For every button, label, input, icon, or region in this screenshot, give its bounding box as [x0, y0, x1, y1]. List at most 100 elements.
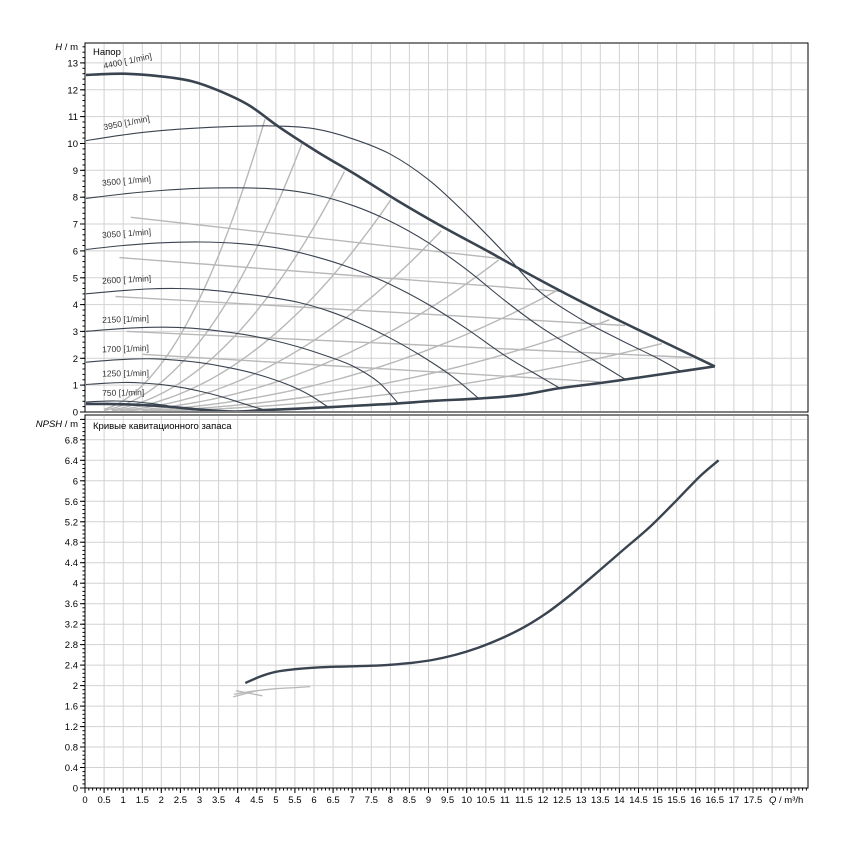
panel-borders: [84, 42, 809, 789]
q-tick-label: 2: [159, 795, 164, 806]
h-tick-label: 2: [73, 354, 78, 365]
q-tick-label: 4: [235, 795, 240, 806]
h-tick-label: 4: [73, 300, 78, 311]
q-tick-label: 0.5: [97, 795, 110, 806]
npsh-tick-label: 5.2: [65, 517, 78, 528]
q-tick-label: 12.5: [553, 795, 572, 806]
npsh-tick-label: 1.2: [65, 722, 78, 733]
q-tick-label: 11: [500, 795, 510, 806]
h-tick-label: 5: [73, 273, 78, 284]
npsh-curves: [232, 459, 720, 698]
q-tick-label: 8.5: [403, 795, 416, 806]
q-tick-label: 10: [461, 795, 472, 806]
npsh-tick-label: 6.4: [65, 456, 78, 467]
q-tick-label: 6: [311, 795, 316, 806]
npsh-tick-label: 0.8: [65, 743, 78, 754]
q-tick-label: 2.5: [174, 795, 187, 806]
h-tick-label: 12: [67, 85, 78, 96]
curve-gray-scribble-2: [235, 690, 263, 697]
q-tick-label: 13.5: [591, 795, 610, 806]
q-tick-label: 14: [614, 795, 625, 806]
npsh-tick-label: 0.4: [65, 763, 78, 774]
h-tick-label: 3: [73, 327, 78, 338]
q-tick-label: 3: [197, 795, 202, 806]
q-tick-label: 4.5: [250, 795, 263, 806]
guide-line-rising: [103, 119, 266, 411]
h-tick-label: 9: [73, 166, 78, 177]
curve-npsh-curve: [244, 459, 720, 685]
q-tick-label: 6.5: [326, 795, 339, 806]
npsh-tick-label: 2: [73, 681, 78, 692]
grid-lines: [86, 44, 807, 787]
npsh-tick-label: 2.8: [65, 640, 78, 651]
guide-line-rising: [103, 143, 303, 411]
curve-3500-1-min-: [86, 187, 626, 380]
curve-3050-1-min-: [86, 241, 561, 389]
guide-line-rising: [126, 259, 500, 411]
bottom-panel-border: [84, 414, 809, 789]
npsh-tick-label: 5.6: [65, 497, 78, 508]
guide-line-falling: [130, 216, 500, 260]
q-tick-label: 15.5: [667, 795, 686, 806]
bottom-panel-title: Кривые кавитационного запаса: [93, 421, 232, 432]
q-tick-label: 10.5: [477, 795, 496, 806]
guide-line-rising: [142, 291, 556, 411]
curve-label-2150-1-min-: 2150 [1/min]: [102, 313, 149, 325]
curve-gray-scribble-1: [232, 690, 257, 698]
q-tick-label: 5: [273, 795, 278, 806]
q-tick-label: 11.5: [515, 795, 533, 806]
q-tick-label: 15: [652, 795, 663, 806]
h-tick-label: 1: [73, 381, 78, 392]
h-tick-label: 11: [68, 112, 78, 123]
curve-2150-1-min-: [86, 326, 399, 404]
h-tick-label: 6: [73, 246, 78, 257]
q-tick-label: 9: [426, 795, 431, 806]
curve-label-3500-1-min-: 3500 [ 1/min]: [102, 174, 152, 188]
npsh-tick-label: 4.4: [65, 558, 78, 569]
q-tick-label: 7: [350, 795, 355, 806]
y-axis-title-npsh: NPSH / m: [36, 419, 78, 430]
guide-line-rising: [111, 171, 346, 411]
h-tick-label: 13: [67, 58, 78, 69]
q-tick-label: 9.5: [441, 795, 454, 806]
q-tick-label: 7.5: [365, 795, 378, 806]
curve-label-3050-1-min-: 3050 [ 1/min]: [102, 227, 152, 240]
npsh-tick-label: 3.2: [65, 620, 78, 631]
h-tick-label: 10: [67, 139, 78, 150]
q-tick-label: 5.5: [288, 795, 301, 806]
q-tick-label: 16: [690, 795, 701, 806]
guide-line-rising: [165, 342, 663, 411]
top-panel-border: [84, 42, 809, 413]
npsh-tick-label: 6: [73, 476, 78, 487]
q-tick-label: 0: [82, 795, 87, 806]
q-tick-label: 16.5: [706, 795, 725, 806]
curve-label-1250-1-min-: 1250 [1/min]: [102, 368, 149, 379]
q-tick-label: 14.5: [629, 795, 648, 806]
h-tick-label: 8: [73, 193, 78, 204]
q-tick-label: 17.5: [744, 795, 763, 806]
axis-ticks: [80, 46, 807, 793]
curve-2600-1-min-: [86, 287, 479, 399]
guide-line-falling: [115, 295, 626, 327]
x-axis-unit-label: Q / m³/h: [769, 795, 803, 806]
curve-label-2600-1-min-: 2600 [ 1/min]: [102, 273, 152, 286]
h-tick-label: 7: [73, 220, 78, 231]
top-panel-title: Напор: [93, 47, 121, 58]
npsh-tick-label: 4.8: [65, 538, 78, 549]
curve-3950-1-min-: [86, 125, 681, 372]
npsh-tick-label: 3.6: [65, 599, 78, 610]
npsh-tick-label: 1.6: [65, 702, 78, 713]
q-tick-label: 13: [576, 795, 587, 806]
y-axis-title-head: H / m: [55, 42, 78, 53]
h-tick-label: 0: [73, 408, 78, 419]
guide-line-falling: [142, 353, 601, 383]
q-tick-label: 12: [538, 795, 549, 806]
guide-line-rising: [111, 199, 392, 411]
curve-label-1700-1-min-: 1700 [1/min]: [102, 343, 149, 355]
speed-curves: [86, 72, 716, 411]
curve-4400-1-min-: [86, 72, 716, 368]
q-tick-label: 3.5: [212, 795, 225, 806]
